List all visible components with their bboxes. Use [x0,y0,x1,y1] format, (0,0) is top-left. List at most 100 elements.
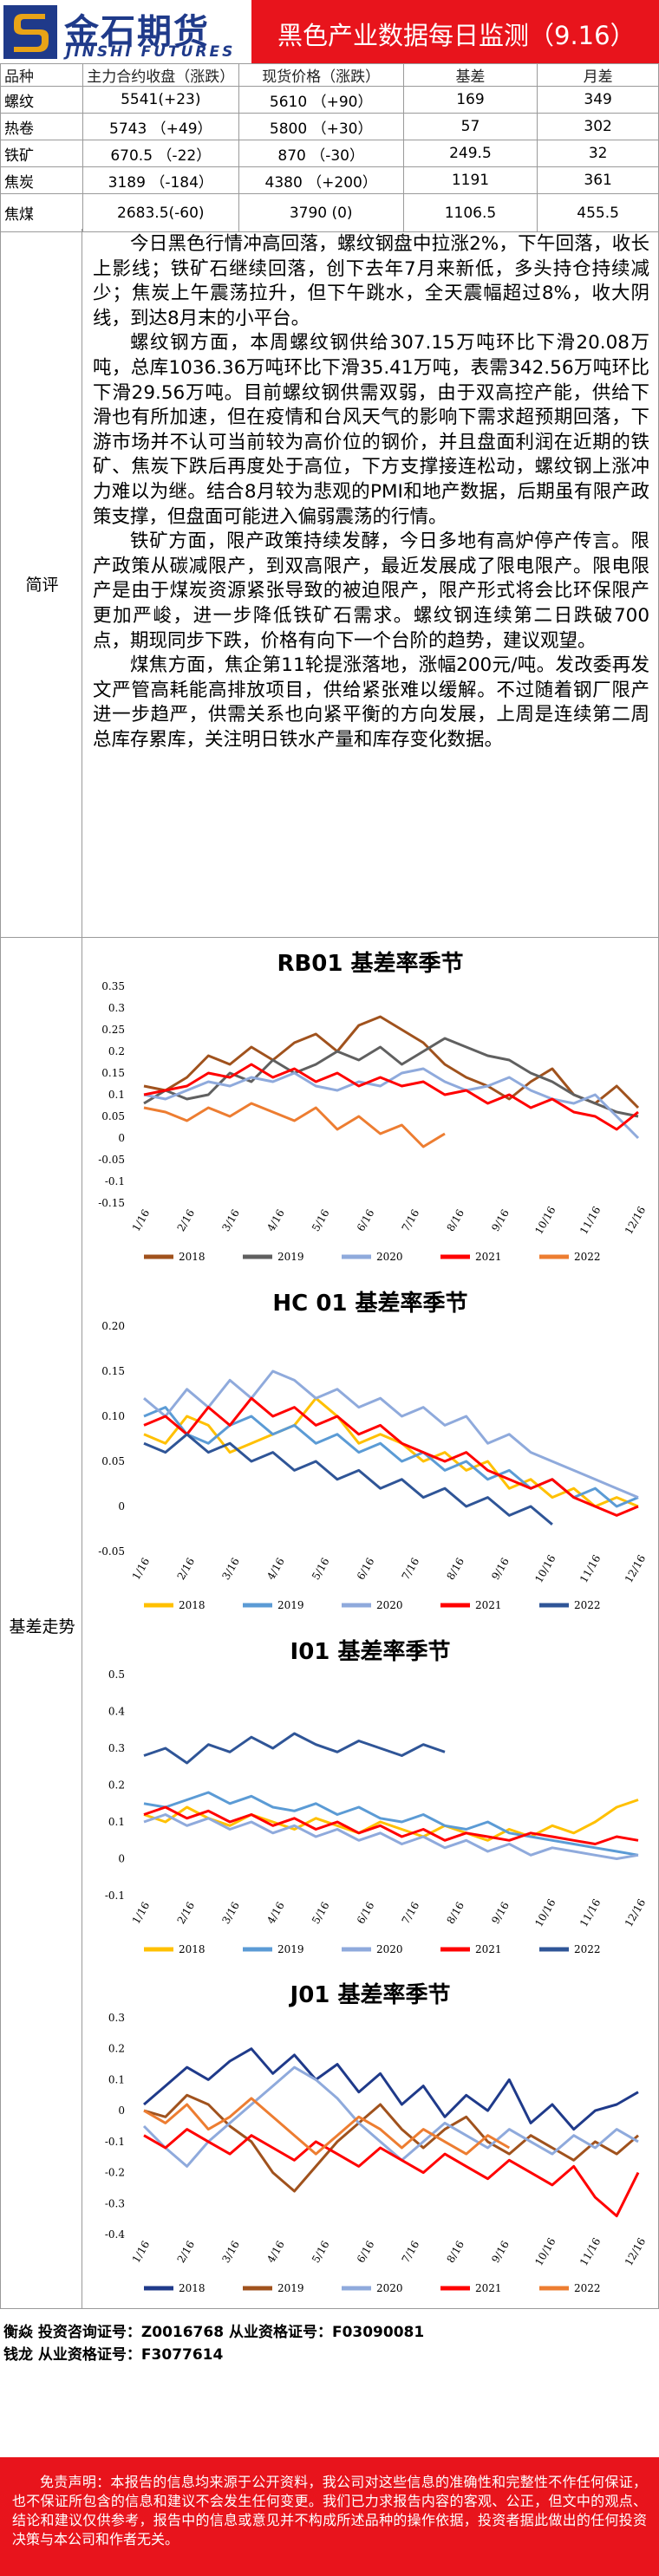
company-logo: 金石期货 JINSHI FUTURES [0,0,251,63]
i01-chart: I01 基差率季节 0.5 0.4 0.3 0.2 0.1 0 -0.1 1/16 2/16 3/1… [83,1633,657,1967]
legend-label: 2019 [277,2282,304,2294]
x-tick-label: 11/16 [577,1205,603,1237]
series-line-2021 [143,2128,640,2218]
futures-cell: 670.5 （-22） [82,140,239,167]
x-tick-label: 2/16 [175,1207,198,1233]
y-tick-label: 0.2 [108,1045,125,1057]
series-line-2021 [143,1805,639,1845]
spot-cell: 3790 (0) [238,193,404,232]
legend-label: 2019 [277,1943,304,1955]
table-row: 焦炭 3189 （-184） 4380 （+200） 1191 361 [0,166,659,194]
spot-cell: 5800 （+30） [238,113,404,140]
basis-cell: 1191 [402,166,538,194]
chart-title: I01 基差率季节 [290,1638,451,1665]
legend-label: 2022 [574,1943,601,1955]
x-tick-label: 7/16 [400,2239,422,2265]
y-tick-label: 0 [118,1853,125,1865]
logo-english-name: JINSHI FUTURES [66,43,236,61]
y-tick-label: 0 [118,1132,125,1144]
analyst-info: 衡焱 投资咨询证号：Z0016768 从业资格证号：F03090081 钱龙 从… [3,2321,424,2366]
series-line-2018 [143,1015,640,1109]
spot-cell: 4380 （+200） [238,166,404,194]
series-line-2020 [142,2065,639,2168]
legend-label: 2018 [179,2282,206,2294]
x-tick-label: 7/16 [400,1207,422,1233]
table-row: 焦煤 2683.5(-60) 3790 (0) 1106.5 455.5 [0,193,659,232]
y-tick-label: 0.3 [108,1002,125,1014]
x-tick-label: 5/16 [310,1207,332,1233]
x-tick-label: 8/16 [444,2239,467,2265]
spread-cell: 455.5 [537,193,659,232]
x-tick-label: 9/16 [489,2239,512,2265]
commentary-paragraph: 铁矿方面，限产政策持续发酵，今日多地有高炉停产传言。限产政策从碳减限产，到双高限… [93,530,649,652]
y-tick-label: -0.1 [105,1175,125,1187]
x-tick-label: 4/16 [264,1556,287,1582]
x-tick-label: 2/16 [175,1900,198,1926]
legend-label: 2022 [574,1599,601,1611]
x-tick-label: 8/16 [444,1207,467,1233]
commentary-paragraph: 煤焦方面，焦企第11轮提涨落地，涨幅200元/吨。发改委再发文严管高耗能高排放项… [93,654,649,751]
x-tick-label: 1/16 [130,1556,153,1582]
spread-cell: 349 [537,86,659,114]
table-header-row: 品种 主力合约收盘（涨跌） 现货价格（涨跌） 基差 月差 [0,63,659,87]
x-tick-label: 2/16 [175,2239,198,2265]
series-line-2022 [143,2097,511,2156]
legend-label: 2021 [475,1251,502,1263]
header-futures: 主力合约收盘（涨跌） [82,63,239,87]
futures-cell: 3189 （-184） [82,166,239,194]
disclaimer-text: 免责声明：本报告的信息均来源于公开资料，我公司对这些信息的准确性和完整性不作任何… [12,2474,647,2547]
y-tick-label: 0.20 [101,1320,125,1332]
table-row: 铁矿 670.5 （-22） 870 （-30） 249.5 32 [0,140,659,167]
legend-label: 2020 [376,2282,403,2294]
x-tick-label: 3/16 [219,2239,242,2265]
commentary-paragraph: 今日黑色行情冲高回落，螺纹钢盘中拉涨2%，下午回落，收长上影线；铁矿石继续回落，… [93,233,649,329]
x-tick-label: 9/16 [489,1556,512,1582]
charts-label: 基差走势 [9,1617,75,1636]
x-tick-label: 3/16 [219,1900,242,1926]
x-tick-label: 2/16 [175,1556,198,1582]
report-header: 金石期货 JINSHI FUTURES 黑色产业数据每日监测（9.16） [0,0,659,63]
y-tick-label: 0.05 [101,1455,125,1467]
legend-label: 2020 [376,1943,403,1955]
y-tick-label: 0.10 [101,1410,125,1422]
series-line-2020 [143,1067,640,1140]
legend-label: 2021 [475,2282,502,2294]
x-tick-label: 6/16 [355,1900,377,1926]
x-tick-label: 1/16 [130,1207,153,1233]
x-tick-label: 6/16 [355,1556,377,1582]
commentary-body: 今日黑色行情冲高回落，螺纹钢盘中拉涨2%，下午回落，收长上影线；铁矿石继续回落，… [82,229,659,938]
x-tick-label: 4/16 [264,2239,287,2265]
x-tick-label: 10/16 [532,1205,558,1237]
variety-cell: 热卷 [0,113,83,140]
x-tick-label: 12/16 [623,1205,648,1237]
logo-chinese-name: 金石期货 [64,12,210,52]
legend-label: 2020 [376,1599,403,1611]
x-tick-label: 5/16 [310,2239,332,2265]
y-tick-label: 0.2 [108,1779,125,1792]
j01-chart-svg: J01 基差率季节 0.3 0.2 0.1 0 -0.1 -0.2 -0.3 -0.4 1/16 2… [105,1981,648,2294]
legend-label: 2022 [574,1251,601,1263]
y-tick-label: 0.25 [101,1024,125,1036]
header-variety: 品种 [0,63,83,87]
charts-label-cell: 基差走势 [0,938,82,2309]
y-tick-label: -0.4 [105,2228,126,2241]
basis-cell: 169 [402,86,538,114]
series-line-2022 [143,1102,446,1148]
x-tick-label: 11/16 [577,2236,603,2268]
y-tick-label: 0.15 [101,1365,125,1377]
disclaimer-box: 免责声明：本报告的信息均来源于公开资料，我公司对这些信息的准确性和完整性不作任何… [0,2457,659,2576]
rb01-chart-svg: RB01 基差率季节 0.35 0.3 0.25 0.2 0.15 0.1 0.05 0 -0.0… [98,950,648,1263]
x-tick-label: 3/16 [219,1556,242,1582]
y-tick-label: 0.5 [108,1669,125,1681]
y-tick-label: -0.1 [105,1890,125,1902]
analyst-line-1: 衡焱 投资咨询证号：Z0016768 从业资格证号：F03090081 [3,2324,425,2341]
y-tick-label: 0.3 [108,1742,125,1754]
logo-s-icon [3,5,57,59]
spread-cell: 32 [537,140,659,167]
spread-cell: 302 [537,113,659,140]
futures-cell: 5541(+23) [82,86,239,114]
y-tick-label: 0.1 [108,1089,125,1101]
y-tick-label: -0.05 [98,1154,125,1166]
spread-cell: 361 [537,166,659,194]
commentary-paragraph: 螺纹钢方面，本周螺纹钢供给307.15万吨环比下滑20.08万吨，总库1036.… [93,332,649,528]
